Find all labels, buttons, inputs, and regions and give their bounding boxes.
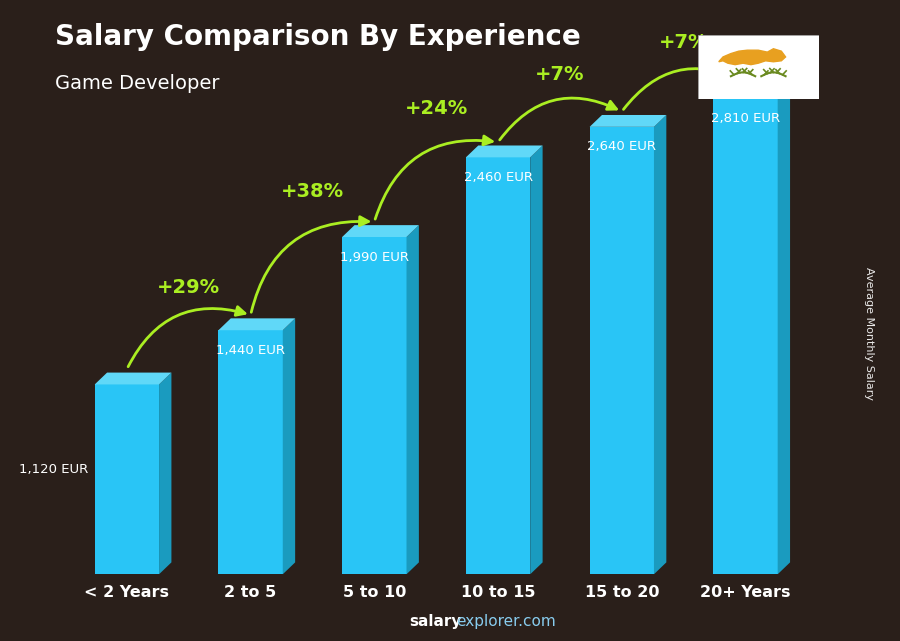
Polygon shape bbox=[466, 146, 543, 157]
Polygon shape bbox=[466, 157, 530, 574]
Text: +38%: +38% bbox=[281, 182, 344, 201]
FancyBboxPatch shape bbox=[698, 35, 819, 99]
Text: 1,120 EUR: 1,120 EUR bbox=[19, 463, 88, 476]
Text: 2,460 EUR: 2,460 EUR bbox=[464, 171, 533, 184]
Text: Salary Comparison By Experience: Salary Comparison By Experience bbox=[55, 23, 580, 51]
Polygon shape bbox=[407, 225, 418, 574]
Text: +7%: +7% bbox=[659, 33, 708, 52]
Text: +7%: +7% bbox=[536, 65, 585, 84]
Polygon shape bbox=[714, 98, 778, 574]
Text: 1,990 EUR: 1,990 EUR bbox=[340, 251, 409, 263]
Text: +29%: +29% bbox=[158, 278, 220, 297]
Polygon shape bbox=[342, 225, 418, 237]
Polygon shape bbox=[94, 372, 171, 385]
Polygon shape bbox=[94, 385, 159, 574]
Polygon shape bbox=[159, 372, 171, 574]
Polygon shape bbox=[219, 330, 283, 574]
Text: Average Monthly Salary: Average Monthly Salary bbox=[863, 267, 874, 400]
Polygon shape bbox=[283, 319, 295, 574]
Text: 2,640 EUR: 2,640 EUR bbox=[588, 140, 656, 153]
Polygon shape bbox=[719, 49, 786, 65]
Text: 1,440 EUR: 1,440 EUR bbox=[216, 344, 285, 357]
Text: +24%: +24% bbox=[405, 99, 468, 118]
Text: 2,810 EUR: 2,810 EUR bbox=[711, 112, 780, 124]
Polygon shape bbox=[590, 115, 666, 127]
Polygon shape bbox=[590, 127, 654, 574]
Polygon shape bbox=[219, 319, 295, 330]
Polygon shape bbox=[654, 115, 666, 574]
Polygon shape bbox=[342, 237, 407, 574]
Text: explorer.com: explorer.com bbox=[456, 615, 556, 629]
Polygon shape bbox=[778, 86, 790, 574]
Text: Game Developer: Game Developer bbox=[55, 74, 220, 93]
Polygon shape bbox=[530, 146, 543, 574]
Text: salary: salary bbox=[410, 615, 462, 629]
Polygon shape bbox=[714, 86, 790, 98]
